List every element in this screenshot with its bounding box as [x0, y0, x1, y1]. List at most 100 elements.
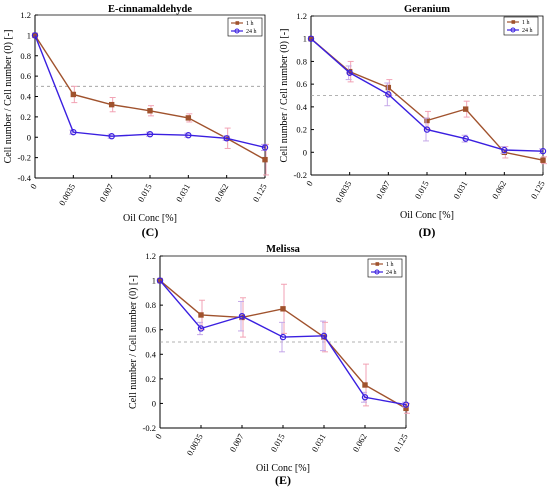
data-point [346, 69, 353, 76]
y-tick-label: -0.2 [294, 170, 307, 180]
legend-box [503, 16, 539, 36]
legend-marker [234, 28, 240, 34]
x-tick-label: 0.062 [351, 432, 369, 454]
series-24h [156, 277, 410, 408]
y-tick-label: -0.4 [18, 173, 32, 183]
y-tick-label: 1.2 [20, 10, 31, 20]
y-tick-label: 0.6 [296, 79, 307, 89]
x-tick-label: 0.015 [136, 182, 154, 204]
data-point [402, 401, 410, 408]
data-point [108, 133, 115, 140]
x-tick-label: 0.125 [251, 182, 269, 204]
data-point [197, 325, 205, 332]
data-point [280, 306, 286, 312]
data-point [31, 32, 39, 39]
x-tick-label: 0.062 [212, 182, 230, 204]
y-axis-label: Cell number / Cell number (0) [-] [128, 275, 139, 409]
y-tick-label: 0.2 [145, 374, 156, 384]
y-tick-label: 1.2 [296, 11, 307, 21]
y-tick-label: -0.2 [143, 423, 156, 433]
legend: 1 h 24 h [227, 17, 263, 37]
x-tick-label: 0 [153, 432, 164, 441]
legend-box [367, 258, 403, 278]
legend-marker [511, 20, 516, 24]
x-axis-label: Oil Conc [%] [123, 213, 177, 224]
panel-label: (E) [275, 473, 291, 487]
data-point [156, 277, 164, 284]
legend-marker [374, 269, 380, 275]
x-tick-label: 0.125 [392, 432, 410, 454]
data-point [462, 106, 469, 112]
y-tick-label: 0.8 [145, 300, 156, 310]
data-point [146, 130, 154, 138]
y-tick-label: 0 [303, 147, 307, 157]
chart-title: E-cinnamaldehyde [108, 4, 192, 15]
panel-label: (C) [142, 225, 159, 239]
data-point [185, 132, 192, 139]
y-tick-label: 0.8 [20, 51, 31, 61]
legend: 1 h 24 h [367, 258, 403, 278]
data-point [424, 117, 430, 124]
x-tick-label: 0 [28, 182, 39, 191]
data-point [147, 108, 153, 114]
data-point [362, 382, 368, 388]
x-tick-label: 0.007 [97, 182, 115, 204]
y-tick-label: 0.4 [296, 102, 307, 112]
series-1h [308, 36, 547, 165]
x-tick-label: 0.007 [228, 432, 246, 454]
data-point [540, 157, 546, 163]
legend-marker [375, 262, 380, 266]
data-point [501, 146, 508, 154]
x-tick-label: 0.015 [269, 432, 287, 454]
data-point [403, 405, 409, 412]
data-point [262, 156, 268, 163]
x-tick-label: 0.007 [374, 179, 392, 201]
x-tick-label: 0.015 [413, 179, 431, 201]
x-tick-label: 0.0035 [184, 432, 204, 457]
chart-panel-2: -0.200.20.40.60.811.20 0.0035 0.007 0.015 0.… [128, 244, 410, 487]
legend-marker [510, 27, 516, 33]
x-tick-label: 0.0035 [333, 179, 353, 204]
y-axis-label: Cell number / Cell number (0) [-] [279, 29, 290, 163]
y-tick-label: 1.2 [145, 251, 156, 261]
y-tick-label: 0.2 [296, 125, 307, 135]
legend-marker [235, 21, 240, 25]
chart-panel-1: -0.200.20.40.60.811.20 0.0035 0.007 0.015 0.… [279, 4, 547, 239]
data-point [223, 135, 230, 142]
data-point [70, 91, 77, 98]
y-tick-label: 0 [27, 132, 31, 142]
x-tick-label: 0.125 [529, 179, 547, 201]
series-line [310, 38, 544, 161]
series-line [159, 280, 407, 406]
x-axis-label: Oil Conc [%] [256, 463, 310, 474]
data-point [385, 91, 392, 98]
legend-entry: 24 h [386, 270, 397, 276]
series-line [34, 35, 266, 149]
series-1h [157, 277, 410, 414]
legend-box [227, 17, 263, 37]
legend-entry: 24 h [522, 28, 533, 34]
legend-entry: 1 h [246, 21, 254, 27]
y-tick-label: 1 [303, 34, 307, 44]
y-tick-label: 1 [152, 276, 156, 286]
series-line [159, 280, 407, 409]
data-point [539, 147, 547, 155]
data-point [108, 101, 115, 108]
series-line [34, 34, 266, 161]
data-point [361, 394, 369, 401]
x-tick-label: 0.031 [451, 179, 469, 201]
data-point [423, 126, 431, 133]
legend-entry: 1 h [386, 262, 394, 268]
chart-panel-0: -0.4 -0.2 0 0.2 0.4 0.6 0.8 1 1.2 0 0.0035 0.007 0.0… [3, 4, 269, 239]
plot-frame [160, 255, 407, 428]
series-24h [31, 32, 269, 151]
legend: 1 h 24 h [503, 16, 539, 36]
chart-title: Melissa [266, 244, 301, 255]
plot-frame [35, 14, 266, 178]
x-tick-label: 0 [304, 179, 315, 188]
y-tick-label: 0.4 [145, 349, 156, 359]
data-point [385, 84, 392, 91]
chart-title: Geranium [404, 4, 450, 15]
y-tick-label: 0.8 [296, 56, 307, 66]
